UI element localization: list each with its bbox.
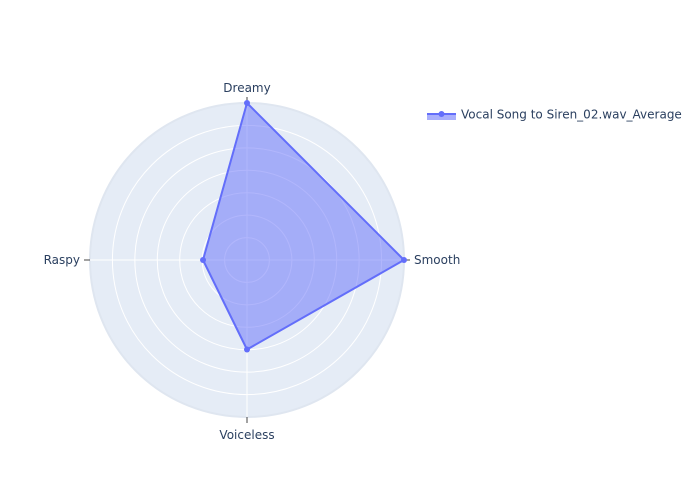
legend-swatch-marker [438, 111, 445, 117]
data-point-raspy[interactable] [200, 257, 207, 263]
data-point-dreamy[interactable] [244, 100, 250, 106]
data-point-smooth[interactable] [401, 257, 407, 263]
data-point-voiceless[interactable] [244, 346, 250, 353]
legend[interactable]: Vocal Song to Siren_02.wav_Average [427, 108, 682, 122]
axis-labels: Dreamy Smooth Voiceless Raspy [44, 81, 461, 442]
axis-label-smooth: Smooth [414, 253, 460, 267]
axis-label-raspy: Raspy [44, 253, 80, 267]
axis-label-dreamy: Dreamy [223, 81, 270, 95]
series-layer [200, 100, 407, 353]
legend-entry-label: Vocal Song to Siren_02.wav_Average [461, 108, 682, 122]
axis-label-voiceless: Voiceless [219, 428, 274, 442]
